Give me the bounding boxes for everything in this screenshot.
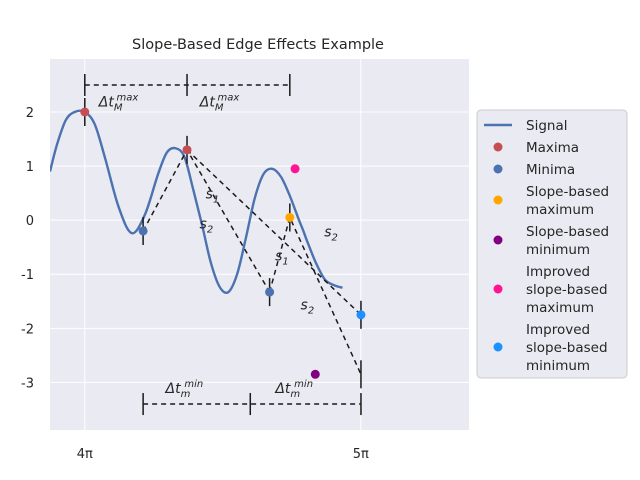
data-point <box>285 212 295 222</box>
data-point <box>138 226 148 236</box>
legend-entry-label: minimum <box>526 242 590 258</box>
y-tick-label: -3 <box>21 376 34 391</box>
annotation-label: ΔtMmax <box>98 93 139 114</box>
legend-entry-label: maximum <box>526 202 594 218</box>
chart-title: Slope-Based Edge Effects Example <box>132 37 384 53</box>
annotation-label: Δtmmin <box>274 379 313 400</box>
dashed-slope-line <box>186 149 362 316</box>
y-tick-label: 1 <box>26 160 34 175</box>
legend-marker-swatch <box>493 195 503 205</box>
legend-entry-label: maximum <box>526 300 594 316</box>
point-markers <box>80 107 366 379</box>
legend-marker-swatch <box>493 142 503 152</box>
legend-entry-label: Improved <box>526 322 590 338</box>
dashed-slope-line <box>268 215 362 375</box>
signal-line <box>50 109 343 295</box>
legend-entry-label: slope-based <box>526 282 608 298</box>
legend-box <box>476 109 628 379</box>
plot-area <box>50 59 469 430</box>
annotation-label: s1 <box>206 187 220 206</box>
y-axis-ticks: 2 1 0 -1 -2 -3 <box>21 106 34 391</box>
y-tick-label: 0 <box>26 214 34 229</box>
interval-brackets <box>84 73 362 416</box>
data-point <box>290 164 300 174</box>
legend-entry-label: minimum <box>526 358 590 374</box>
data-point <box>80 107 90 117</box>
legend-marker-swatch <box>493 235 503 245</box>
data-point <box>356 310 366 320</box>
annotations: s1 s2 s1 s2 s2 ΔtMmax ΔtMmax Δtmmin Δtmmin <box>98 93 338 401</box>
annotation-label: ΔtMmax <box>199 93 240 114</box>
data-point <box>182 145 192 155</box>
x-tick-label: 4π <box>77 447 93 462</box>
y-tick-label: -1 <box>21 268 34 283</box>
x-axis-ticks: 4π 5π <box>77 447 369 462</box>
legend-marker-swatch <box>493 342 503 352</box>
legend-entry-label: Maxima <box>526 140 579 156</box>
legend: Signal Maxima Minima Slope-based maximum Slop… <box>476 109 628 379</box>
legend-entry-label: Signal <box>526 118 567 134</box>
series-layer <box>50 109 343 295</box>
x-tick-label: 5π <box>353 447 369 462</box>
legend-entry-label: slope-based <box>526 340 608 356</box>
legend-entry-label: Improved <box>526 264 590 280</box>
legend-entry-label: Minima <box>526 162 575 178</box>
legend-entry-label: Slope-based <box>526 184 609 200</box>
y-tick-label: -2 <box>21 322 34 337</box>
annotation-label: s2 <box>324 224 338 243</box>
annotation-label: Δtmmin <box>165 379 204 400</box>
data-point <box>265 287 275 297</box>
y-tick-label: 2 <box>26 106 34 121</box>
annotation-label: s1 <box>275 249 289 268</box>
annotation-label: s2 <box>200 216 214 235</box>
legend-entry-label: Slope-based <box>526 224 609 240</box>
data-point <box>310 369 320 379</box>
legend-marker-swatch <box>493 284 503 294</box>
annotation-label: s2 <box>301 297 315 316</box>
legend-marker-swatch <box>493 164 503 174</box>
